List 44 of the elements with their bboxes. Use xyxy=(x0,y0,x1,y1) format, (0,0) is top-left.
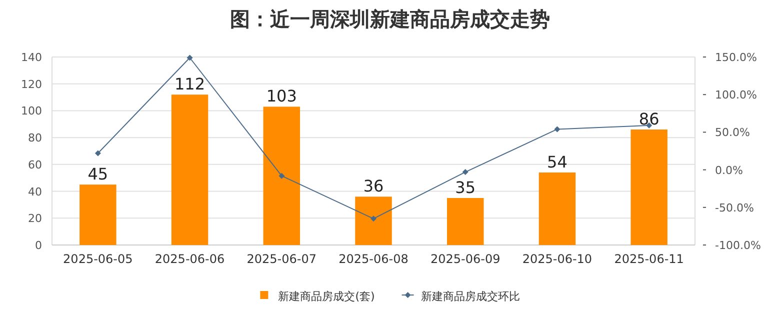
point xyxy=(462,169,468,176)
legend-label: 新建商品房成交环比 xyxy=(420,290,520,303)
bar xyxy=(80,184,116,245)
data-label: 54 xyxy=(547,152,568,172)
y2-tick-label: -100.0% xyxy=(715,239,761,252)
data-label: 45 xyxy=(88,164,108,184)
x-tick-label: 2025-06-08 xyxy=(338,252,408,266)
data-label: 36 xyxy=(363,176,384,196)
point xyxy=(370,216,376,222)
y2-tick-label: 50.0% xyxy=(715,126,750,140)
x-tick-label: 2025-06-05 xyxy=(63,252,133,266)
y-tick-label: 80 xyxy=(28,132,42,145)
bar xyxy=(171,94,208,245)
bar xyxy=(355,196,392,245)
x-tick-label: 2025-06-11 xyxy=(614,252,684,266)
y-tick-label: 60 xyxy=(28,158,42,172)
y2-tick-label: 100.0% xyxy=(715,88,757,102)
legend-label: 新建商品房成交(套) xyxy=(278,290,375,303)
x-tick-label: 2025-06-07 xyxy=(246,252,317,266)
data-label: 103 xyxy=(266,86,297,106)
x-tick-label: 2025-06-09 xyxy=(430,252,500,266)
point xyxy=(554,126,560,132)
data-label: 35 xyxy=(455,178,476,197)
data-label: 112 xyxy=(174,74,206,94)
y2-tick-label: 150.0% xyxy=(715,51,757,64)
y-tick-label: 140 xyxy=(21,51,42,64)
bar xyxy=(263,106,300,245)
y2-tick-label: -50.0% xyxy=(715,201,754,214)
y-tick-label: 100 xyxy=(21,104,42,118)
y-tick-label: 20 xyxy=(28,212,42,226)
x-tick-label: 2025-06-06 xyxy=(154,252,225,266)
bar xyxy=(446,198,484,245)
data-label: 86 xyxy=(638,110,660,129)
point xyxy=(94,150,101,156)
y2-tick-label: 0.0% xyxy=(715,164,743,177)
point xyxy=(186,54,193,61)
chart-title: 图：近一周深圳新建商品房成交走势 xyxy=(230,7,550,31)
bar xyxy=(538,172,576,245)
bar xyxy=(630,130,668,245)
point xyxy=(278,172,285,179)
x-tick-label: 2025-06-10 xyxy=(522,252,592,266)
y-tick-label: 120 xyxy=(21,78,42,91)
y-tick-label: 0 xyxy=(35,239,42,252)
y-tick-label: 40 xyxy=(28,185,42,198)
